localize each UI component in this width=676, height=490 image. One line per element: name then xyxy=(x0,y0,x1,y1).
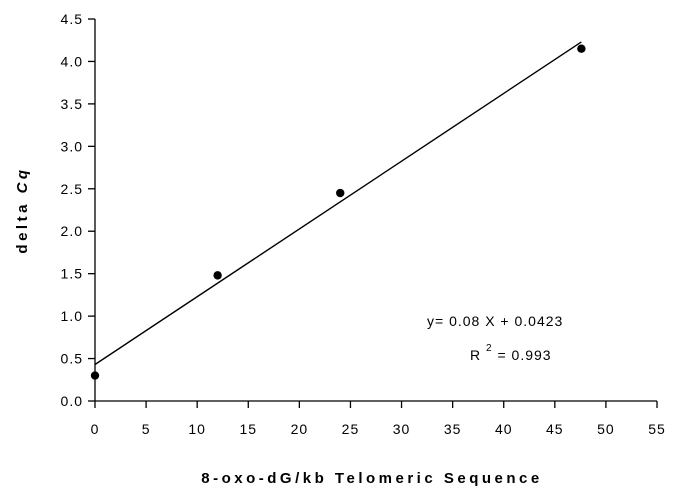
y-tick-label: 1.5 xyxy=(61,266,83,282)
y-tick-label: 0.5 xyxy=(61,351,83,367)
fit-line-group xyxy=(94,41,582,366)
y-tick-label: 3.5 xyxy=(61,96,83,112)
y-tick-label: 2.0 xyxy=(61,223,83,239)
x-axis-title: 8-oxo-dG/kb Telomeric Sequence xyxy=(201,470,542,487)
x-ticks: 0 5 10 15 20 25 30 35 40 45 50 55 xyxy=(91,401,666,437)
y-tick-label: 4.5 xyxy=(61,11,83,27)
data-point xyxy=(90,371,100,380)
x-tick-label: 25 xyxy=(342,421,360,437)
fit-line xyxy=(94,41,582,366)
r-squared-superscript: 2 xyxy=(486,343,493,354)
x-tick-label: 55 xyxy=(648,421,666,437)
r-squared-base: R xyxy=(470,347,481,363)
y-tick-label: 0.0 xyxy=(61,393,83,409)
y-axis-title-c: C xyxy=(14,179,31,193)
x-tick-label: 40 xyxy=(495,421,513,437)
y-axis-title-q: q xyxy=(14,166,31,179)
y-tick-label: 2.5 xyxy=(61,181,83,197)
y-tick-label: 1.0 xyxy=(61,308,83,324)
y-tick-label: 4.0 xyxy=(61,53,83,69)
x-tick-label: 30 xyxy=(393,421,411,437)
y-tick-label: 3.0 xyxy=(61,138,83,154)
r-squared-text: R 2 = 0.993 xyxy=(470,338,552,363)
y-axis-title-prefix: delta xyxy=(14,193,31,253)
y-ticks: 0.0 0.5 1.0 1.5 2.0 2.5 3.0 3.5 4.0 4.5 xyxy=(61,11,95,409)
x-tick-label: 50 xyxy=(597,421,615,437)
x-tick-label: 15 xyxy=(239,421,257,437)
r-squared-value: = 0.993 xyxy=(497,347,551,363)
data-points xyxy=(90,44,586,380)
x-tick-label: 20 xyxy=(291,421,309,437)
x-tick-label: 45 xyxy=(546,421,564,437)
data-point xyxy=(336,188,345,198)
axes xyxy=(94,19,657,402)
equation-text: y= 0.08 X + 0.0423 xyxy=(427,313,563,329)
y-axis-title: delta Cq xyxy=(14,166,31,253)
data-point xyxy=(213,271,222,280)
x-tick-label: 10 xyxy=(188,421,206,437)
x-tick-label: 35 xyxy=(444,421,462,437)
data-point xyxy=(577,44,586,53)
x-tick-label: 5 xyxy=(142,421,151,437)
x-tick-label: 0 xyxy=(91,421,100,437)
